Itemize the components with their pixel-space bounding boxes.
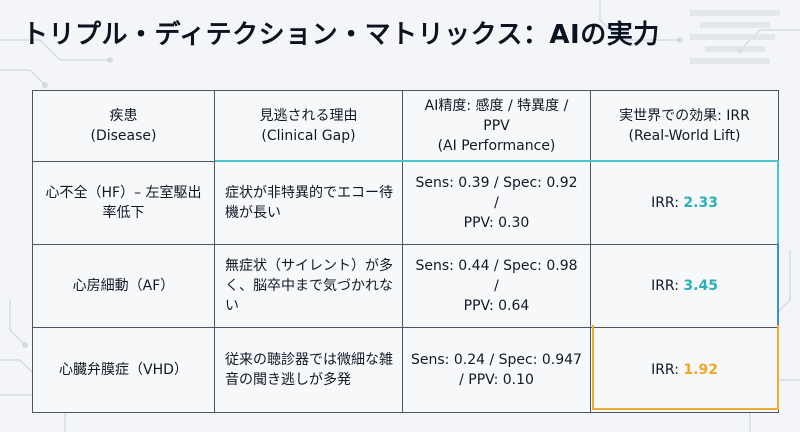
table-row: 心臓弁膜症（VHD） 従来の聴診器では微細な雑音の聞き逃しが多発 Sens: 0… <box>32 327 779 413</box>
table-row: 心房細動（AF） 無症状（サイレント）が多く、脳卒中まで気づかれない Sens:… <box>32 244 779 328</box>
irr-cell: IRR: 2.33 <box>590 161 779 245</box>
ai-performance-cell: Sens: 0.24 / Spec: 0.947 / PPV: 0.10 <box>402 327 591 413</box>
disease-cell: 心不全（HF）– 左室駆出率低下 <box>32 161 215 245</box>
irr-value: 1.92 <box>683 362 718 378</box>
ai-performance-cell: Sens: 0.39 / Spec: 0.92 / PPV: 0.30 <box>402 161 591 245</box>
header-disease: 疾患 (Disease) <box>32 90 215 162</box>
detection-matrix-table: 疾患 (Disease) 見逃される理由 (Clinical Gap) AI精度… <box>32 90 779 413</box>
header-irr-jp: 実世界での効果: IRR <box>619 108 750 124</box>
ai-metrics-line: PPV: 0.30 <box>463 215 530 231</box>
ai-metrics-line: PPV: 0.64 <box>463 298 530 314</box>
reason-cell: 従来の聴診器では微細な雑音の聞き逃しが多発 <box>214 327 403 413</box>
header-ai-performance: AI精度: 感度 / 特異度 / PPV (AI Performance) <box>402 90 591 162</box>
header-disease-jp: 疾患 <box>109 108 138 124</box>
disease-cell: 心房細動（AF） <box>32 244 215 328</box>
irr-cell: IRR: 3.45 <box>590 244 779 328</box>
reason-cell: 症状が非特異的でエコー待機が長い <box>214 161 403 245</box>
irr-cell: IRR: 1.92 <box>590 327 779 413</box>
ai-metrics-line: / PPV: 0.10 <box>459 372 534 388</box>
header-ai-en: (AI Performance) <box>437 138 556 154</box>
ai-metrics-line: Sens: 0.24 / Spec: 0.947 <box>411 352 582 368</box>
header-irr: 実世界での効果: IRR (Real-World Lift) <box>590 90 779 162</box>
irr-value: 2.33 <box>683 195 718 211</box>
header-disease-en: (Disease) <box>90 128 157 144</box>
page-title: トリプル・ディテクション・マトリックス：AIの実力 <box>22 20 660 50</box>
header-irr-en: (Real-World Lift) <box>628 128 741 144</box>
disease-cell: 心臓弁膜症（VHD） <box>32 327 215 413</box>
reason-cell: 無症状（サイレント）が多く、脳卒中まで気づかれない <box>214 244 403 328</box>
ai-metrics-line: Sens: 0.44 / Spec: 0.98 / <box>415 258 578 294</box>
header-ai-jp: AI精度: 感度 / 特異度 / PPV <box>424 98 569 134</box>
irr-label: IRR: <box>651 278 684 294</box>
ai-metrics-line: Sens: 0.39 / Spec: 0.92 / <box>415 175 578 211</box>
header-clinical-gap: 見逃される理由 (Clinical Gap) <box>214 90 403 162</box>
header-row: 疾患 (Disease) 見逃される理由 (Clinical Gap) AI精度… <box>32 90 779 162</box>
ai-performance-cell: Sens: 0.44 / Spec: 0.98 / PPV: 0.64 <box>402 244 591 328</box>
irr-label: IRR: <box>651 362 684 378</box>
table-row: 心不全（HF）– 左室駆出率低下 症状が非特異的でエコー待機が長い Sens: … <box>32 161 779 245</box>
header-gap-en: (Clinical Gap) <box>261 128 356 144</box>
header-gap-jp: 見逃される理由 <box>259 108 358 124</box>
irr-value: 3.45 <box>683 278 718 294</box>
irr-label: IRR: <box>651 195 684 211</box>
